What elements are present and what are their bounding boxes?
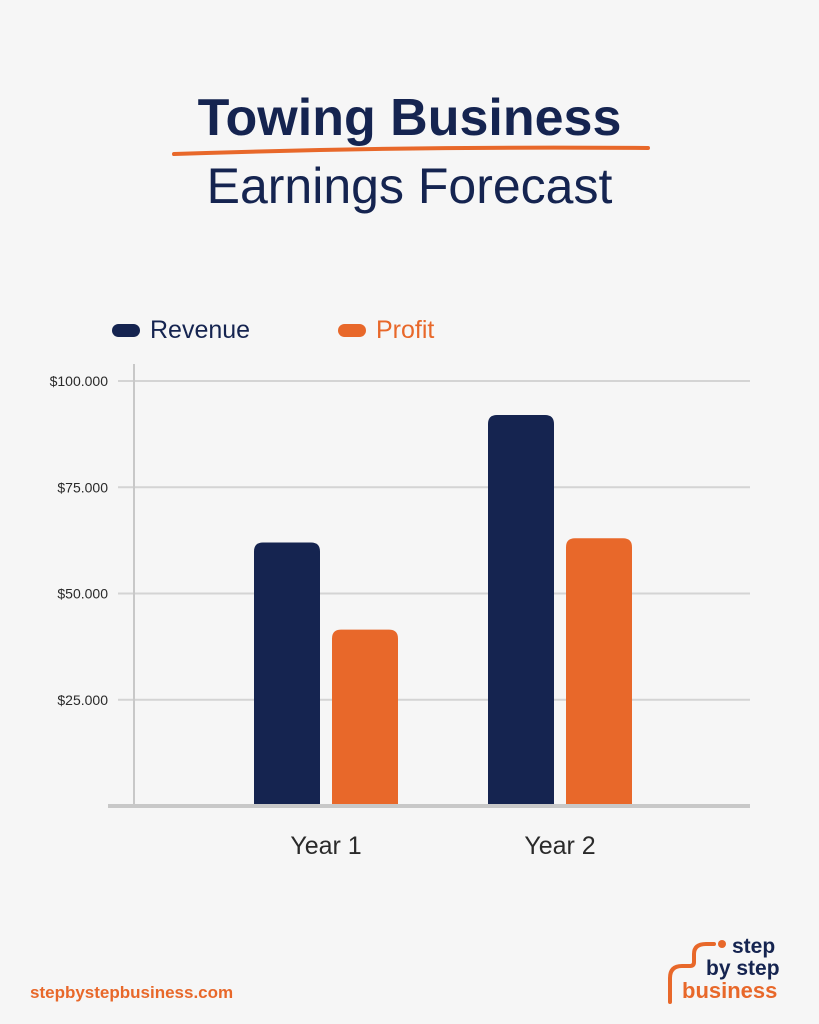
logo-text-line-1: step: [732, 935, 776, 958]
x-tick-label: Year 2: [524, 832, 595, 860]
x-tick-label: Year 1: [290, 832, 361, 860]
bar-profit-year-1: [332, 629, 398, 806]
bar-revenue-year-2: [488, 415, 554, 806]
legend-item-profit: Profit: [338, 312, 434, 348]
y-tick-label: $25.000: [57, 692, 108, 708]
legend-swatch-profit: [338, 323, 366, 337]
legend-swatch-revenue: [112, 323, 140, 337]
chart-title: Towing Business Earnings Forecast: [0, 86, 819, 218]
legend-item-revenue: Revenue: [112, 312, 250, 348]
brand-logo: step by step business: [668, 936, 798, 1004]
logo-text-line-3: business: [682, 978, 778, 1003]
y-tick-label: $100.000: [50, 373, 109, 389]
logo-mark-icon: [668, 940, 726, 1004]
title-line-1: Towing Business: [197, 89, 622, 147]
legend-label-revenue: Revenue: [150, 316, 251, 344]
title-underline: [172, 145, 650, 156]
y-tick-label: $75.000: [57, 479, 108, 495]
footer-url[interactable]: stepbystepbusiness.com: [30, 983, 234, 1002]
bar-profit-year-2: [566, 538, 632, 806]
y-tick-label: $50.000: [57, 586, 108, 602]
bar-chart: $25.000 $50.000 $75.000 $100.000 Year 1 Year …: [50, 364, 750, 860]
title-line-2: Earnings Forecast: [206, 158, 613, 214]
legend-label-profit: Profit: [376, 316, 435, 344]
bar-revenue-year-1: [254, 542, 320, 806]
logo-text-line-2: by step: [706, 957, 780, 980]
